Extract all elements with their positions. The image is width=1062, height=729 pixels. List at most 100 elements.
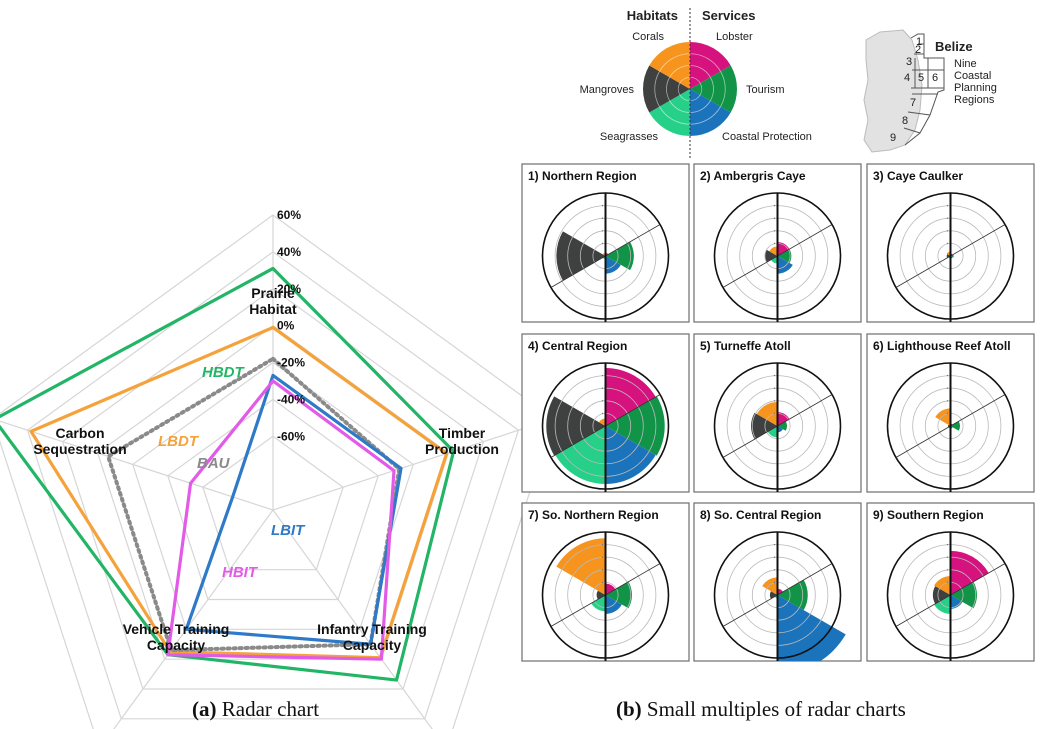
belize-map: 1 2 3 4 5 6 7 8 9 Belize Nine Coastal Pl… [863,29,997,153]
panel-plot [541,362,670,492]
radar-grid-ring-6 [202,435,344,571]
wedge-mangroves [556,231,606,281]
radar-axis-label-line: Production [425,441,499,457]
legend-wedge-corals [649,42,690,89]
wedge-lobster [950,550,989,595]
radar-spoke-4 [0,420,274,511]
small-multiple-panel-8: 8) So. Central Region [693,502,862,662]
panel-spoke [895,255,951,288]
panel-tick-dot [601,400,604,402]
wedge-tourism [605,581,632,609]
small-multiple-panel-2: 2) Ambergris Caye [693,163,862,323]
small-multiple-panel-6: 6) Lighthouse Reef Atoll [866,333,1035,493]
radar-tick-label-2: 20% [277,282,301,296]
panel-spoke [722,425,778,458]
wedge-seagrasses [555,426,606,484]
map-region-4: 4 [904,72,910,84]
small-multiple-panel-1: 1) Northern Region [521,163,690,323]
wedge-corals [598,418,606,426]
radar-axis-label-line: Timber [439,425,486,441]
legend-wedge-ring [669,65,691,78]
panel-tick-dot [946,556,949,558]
panel-spoke [895,425,951,458]
radar-tick-label-6: -60% [277,429,305,443]
radar-series-label-lbit: LBIT [271,522,306,539]
map-region-8: 8 [902,115,908,127]
legend-wedge-ring [666,77,670,101]
map-region-6: 6 [932,72,938,84]
panel-plot [541,531,670,661]
panel-tick-dot [773,556,776,558]
wedge-tourism [777,421,787,431]
radar-axis-label-4: Carbon Sequestration [33,425,126,457]
panel-tick-dot [601,217,604,219]
region-grid-lines [903,33,945,146]
panel-tick-dot [773,581,776,584]
panel-tick-dot [773,217,776,219]
wedge-corals [769,246,778,256]
wedge-corals [935,408,951,426]
panel-tick-dot [601,569,604,571]
radar-grid-ring-5 [167,398,379,601]
radar-axis-label-line: Infantry Training [317,621,427,637]
radar-tick-label-0: 60% [277,208,301,222]
radar-spoke-1 [272,418,554,511]
wedge-coastal-protection [777,426,783,433]
legend-label-seagrasses: Seagrasses [600,131,659,143]
wedge-corals [762,577,778,595]
radar-tick-label-4: -20% [277,356,305,370]
panel-tick-dot [946,242,949,245]
wedge-mangroves [546,396,606,456]
panel-tick-dot [946,412,949,415]
wedge-tourism [777,249,792,263]
panel-spoke [950,224,1006,257]
radar-chart: 60% 40% 20% 0% -20% -40% -60% Prairie Habitat Tim… [0,208,555,729]
small-multiples-grid: 1) Northern Region 2) Ambergris Caye 3) Ca… [521,163,1035,662]
panel-tick-dot [946,230,949,232]
small-multiple-panel-7: 7) So. Northern Region [521,502,690,662]
panel-plot [713,531,846,661]
radar-spoke-2 [272,509,433,729]
panel-title: 5) Turneffe Atoll [700,339,791,353]
wedge-mangroves [764,249,778,263]
caption-b: (b) Small multiples of radar charts [616,697,906,721]
radar-axis-label-3: Vehicle Training Capacity [123,621,230,653]
map-region-9: 9 [890,132,896,144]
panel-spoke [550,594,606,627]
radar-series-hbit [166,379,396,661]
radar-tick-label-5: -40% [277,392,305,406]
panel-title: 3) Caye Caulker [873,169,963,183]
caption-b-letter: (b) [616,697,642,721]
panel-spoke [605,224,661,257]
panel-title: 9) Southern Region [873,508,984,522]
panel-tick-dot [773,387,776,389]
panel-tick-dot [601,204,604,207]
wedge-mangroves [946,254,951,258]
wedge-coastal-protection [950,595,963,609]
radar-series-label-hbit: HBIT [222,564,259,581]
radar-grid-ring-4 [132,361,414,630]
small-multiple-panel-5: 5) Turneffe Atoll [693,333,862,493]
panel-tick-dot [601,242,604,245]
panel-tick-dot [946,217,949,219]
panel-spoke [950,394,1006,427]
panel-spoke [605,394,661,427]
legend-header-services: Services [702,8,756,23]
legend-wedge-ring [659,106,691,125]
panel-title: 4) Central Region [528,339,627,353]
wedge-mangroves [751,412,778,440]
radar-series-lbit [184,373,403,646]
wedge-lobster [605,368,656,426]
panel-tick-dot [601,387,604,389]
legend-wedge-ring [699,82,703,96]
wedge-tourism [950,254,954,258]
wedge-coastal-protection [777,256,793,274]
radar-axis-label-line: Habitat [249,301,297,317]
panel-title: 7) So. Northern Region [528,508,659,522]
radar-series-label-bau: BAU [197,455,231,472]
panel-title: 8) So. Central Region [700,508,821,522]
panel-tick-dot [946,374,949,377]
small-multiple-panel-4: 4) Central Region [521,333,690,493]
legend-wedge-ring [689,106,721,125]
